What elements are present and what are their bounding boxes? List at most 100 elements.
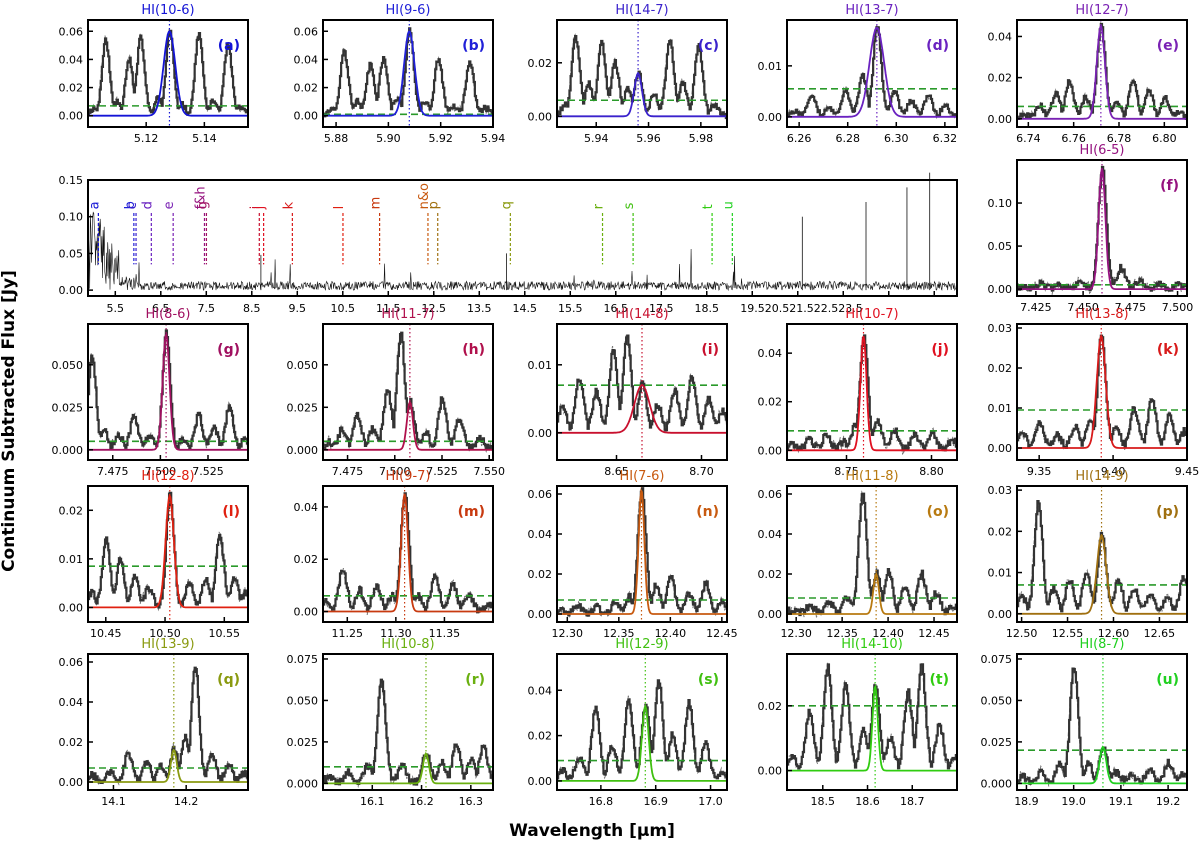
panel-title: HI(14-9) xyxy=(1075,469,1128,484)
x-tick-label: 10.50 xyxy=(149,627,181,640)
panel-title: HI(8-7) xyxy=(1080,637,1125,652)
line-marker-label: c xyxy=(125,202,140,209)
panel-u: 0.000 0.025 0.050 0.075 18.9 19.0 19.1 19.2 HI(8… xyxy=(981,637,1188,808)
panel-frame xyxy=(1016,653,1188,791)
x-tick-label: 7.500 xyxy=(1162,301,1194,314)
y-tick-label: 0.00 xyxy=(758,765,783,778)
panel-plot-area xyxy=(1017,654,1187,790)
y-tick-label: 0.00 xyxy=(528,427,553,440)
y-tick-label: 0.02 xyxy=(59,504,84,517)
x-tick-label: 7.500 xyxy=(379,465,411,478)
x-tick-label: 6.32 xyxy=(933,132,958,145)
x-tick-label: 6.76 xyxy=(1061,132,1086,145)
y-tick-label: 0.04 xyxy=(758,347,783,360)
panel-tag: (k) xyxy=(1157,342,1179,358)
panel-frame xyxy=(786,323,958,461)
gaussian-fit-line xyxy=(88,748,248,783)
gaussian-fit-line xyxy=(323,400,493,451)
y-tick-label: 0.05 xyxy=(59,247,84,260)
panel-tag: (n) xyxy=(696,504,719,520)
panel-q: 0.00 0.02 0.04 0.06 14.1 14.2 HI(13-9) (q) xyxy=(59,637,249,808)
panel-plot-area xyxy=(323,486,493,622)
y-tick-label: 0.025 xyxy=(981,736,1013,749)
line-marker-label: m xyxy=(369,197,384,210)
y-tick-label: 0.00 xyxy=(528,775,553,788)
panel-c: 0.00 0.02 5.94 5.96 5.98 HI(14-7) (c) xyxy=(528,3,728,145)
panel-p: 0.00 0.01 0.02 0.03 12.50 12.55 12.60 12.65 HI(1… xyxy=(988,469,1188,640)
y-tick-label: 0.00 xyxy=(528,608,553,621)
y-tick-label: 0.000 xyxy=(287,777,319,790)
panel-n: 0.00 0.02 0.04 0.06 12.30 12.35 12.40 12.45 HI(7… xyxy=(528,469,738,640)
gaussian-fit-line xyxy=(88,493,248,609)
x-tick-label: 14.5 xyxy=(513,302,538,315)
panel-title: HI(12-7) xyxy=(1075,3,1128,18)
line-marker-label: e xyxy=(162,201,177,209)
panel-title: HI(6-5) xyxy=(1080,143,1125,158)
spectrum-line xyxy=(787,663,957,770)
y-tick-label: 0.02 xyxy=(988,525,1013,538)
panel-title: HI(12-9) xyxy=(615,637,668,652)
panel-plot-area xyxy=(88,654,248,790)
line-marker-label: l xyxy=(332,206,347,210)
line-marker-label: p xyxy=(427,201,442,209)
y-tick-label: 0.00 xyxy=(59,284,84,297)
panel-frame xyxy=(87,653,249,791)
panel-m: 0.00 0.02 0.04 11.25 11.30 11.35 HI(9-7) (m) xyxy=(294,469,494,640)
x-tick-label: 5.14 xyxy=(192,132,217,145)
gaussian-fit-line xyxy=(787,571,957,615)
panel-tag: (q) xyxy=(217,672,240,688)
x-tick-label: 17.5 xyxy=(649,302,674,315)
spectrum-line xyxy=(787,26,957,118)
panel-plot-area xyxy=(787,654,957,790)
gaussian-fit-line xyxy=(557,703,727,782)
y-tick-label: 0.04 xyxy=(758,528,783,541)
spectrum-line xyxy=(88,666,248,784)
y-tick-label: 0.03 xyxy=(988,484,1013,497)
y-tick-label: 0.05 xyxy=(988,240,1013,253)
y-tick-label: 0.01 xyxy=(59,553,84,566)
x-tick-label: 12.55 xyxy=(1052,627,1084,640)
panel-frame xyxy=(87,485,249,623)
panel-title: HI(11-8) xyxy=(845,469,898,484)
x-tick-label: 12.30 xyxy=(552,627,584,640)
x-tick-label: 9.45 xyxy=(1175,465,1200,478)
y-tick-label: 0.00 xyxy=(59,601,84,614)
panel-frame xyxy=(322,19,494,128)
gaussian-fit-line xyxy=(787,684,957,772)
panel-title: HI(14-7) xyxy=(615,3,668,18)
panel-tag: (b) xyxy=(462,38,485,54)
y-tick-label: 0.050 xyxy=(287,694,319,707)
panel-d: 0.00 0.01 6.26 6.28 6.30 6.32 HI(13-7) (d) xyxy=(758,3,958,145)
x-tick-label: 12.45 xyxy=(706,627,738,640)
y-tick-label: 0.02 xyxy=(988,72,1013,85)
panel-frame xyxy=(1016,19,1188,128)
x-tick-label: 5.5 xyxy=(107,302,125,315)
x-tick-label: 12.50 xyxy=(1006,627,1038,640)
y-tick-label: 0.00 xyxy=(294,110,319,123)
y-tick-label: 0.01 xyxy=(758,60,783,73)
x-tick-label: 8.65 xyxy=(604,465,629,478)
panel-plot-area xyxy=(1017,486,1187,622)
x-tick-label: 19.1 xyxy=(1109,795,1134,808)
y-tick-label: 0.02 xyxy=(294,553,319,566)
y-tick-label: 0.025 xyxy=(52,401,84,414)
y-tick-label: 0.02 xyxy=(758,700,783,713)
panel-tag: (i) xyxy=(701,342,719,358)
spectrum-line xyxy=(787,334,957,452)
y-tick-label: 0.01 xyxy=(988,567,1013,580)
x-tick-label: 10.5 xyxy=(331,302,356,315)
panel-frame xyxy=(556,485,728,623)
x-tick-label: 7.525 xyxy=(426,465,458,478)
panel-full-spectrum: a bc d e f&hg ij k l m n&op q r s t u 0.00 0.05 0.10 0.15 5… xyxy=(59,172,958,315)
y-tick-label: 0.01 xyxy=(528,359,553,372)
panel-plot-area xyxy=(787,20,957,127)
x-tick-label: 5.94 xyxy=(481,132,506,145)
panel-frame xyxy=(1016,159,1188,297)
x-tick-label: 7.500 xyxy=(145,465,177,478)
y-tick-label: 0.02 xyxy=(528,568,553,581)
x-tick-label: 8.70 xyxy=(689,465,714,478)
y-tick-label: 0.06 xyxy=(528,488,553,501)
y-tick-label: 0.02 xyxy=(758,396,783,409)
spectrum-frame xyxy=(87,179,958,297)
